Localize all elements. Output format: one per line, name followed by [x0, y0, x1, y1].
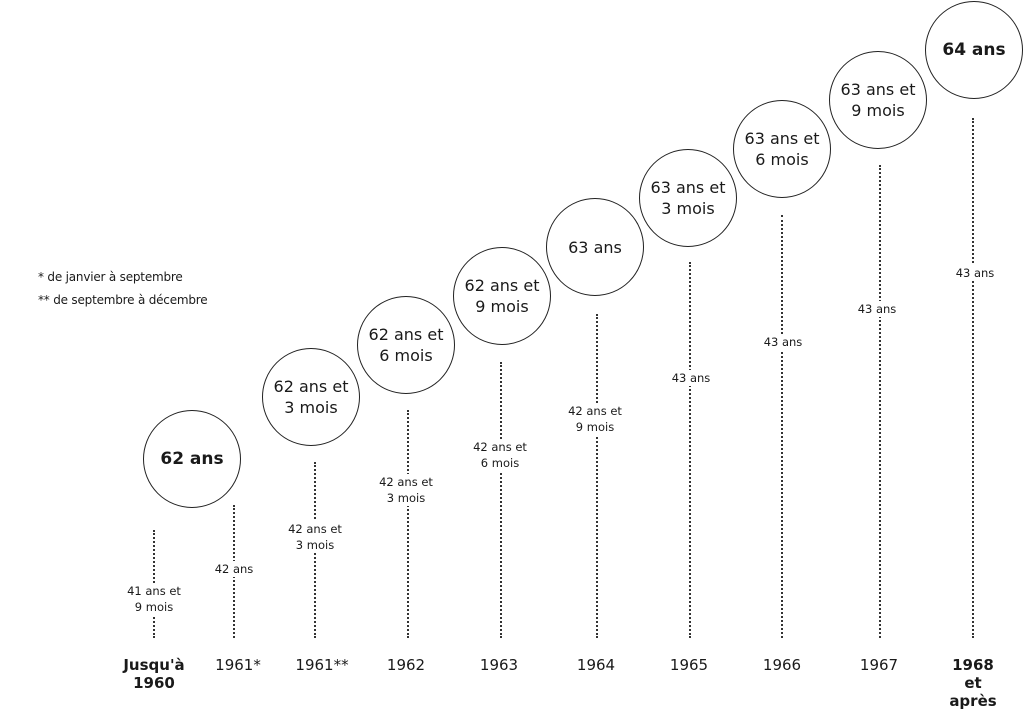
age-circle: 62 ans et 6 mois — [357, 296, 455, 394]
duration-label: 42 ans et 3 mois — [377, 474, 435, 506]
age-circle: 62 ans et 9 mois — [453, 247, 551, 345]
dotted-line — [596, 314, 598, 638]
year-label: 1961** — [295, 656, 349, 674]
age-circle: 63 ans — [546, 198, 644, 296]
year-label: 1967 — [859, 656, 899, 674]
year-label: Jusqu'à 1960 — [123, 656, 185, 692]
dotted-line — [407, 410, 409, 638]
year-label: 1964 — [576, 656, 616, 674]
year-label: 1963 — [479, 656, 519, 674]
dotted-line — [781, 215, 783, 638]
dotted-line — [689, 262, 691, 638]
duration-label: 43 ans — [953, 265, 997, 281]
dotted-line — [879, 165, 881, 638]
duration-label: 42 ans — [212, 561, 256, 577]
year-label: 1961* — [215, 656, 261, 674]
age-circle: 64 ans — [925, 1, 1023, 99]
year-label: 1965 — [669, 656, 709, 674]
duration-label: 43 ans — [855, 301, 899, 317]
dotted-line — [972, 118, 974, 638]
year-label: 1966 — [762, 656, 802, 674]
footnote-double-star: ** de septembre à décembre — [38, 293, 208, 307]
duration-label: 42 ans et 6 mois — [471, 439, 529, 471]
age-circle: 63 ans et 6 mois — [733, 100, 831, 198]
year-label: 1968 et après — [949, 656, 997, 710]
age-circle: 62 ans — [143, 410, 241, 508]
age-circle: 63 ans et 3 mois — [639, 149, 737, 247]
age-circle: 62 ans et 3 mois — [262, 348, 360, 446]
year-label: 1962 — [386, 656, 426, 674]
duration-label: 43 ans — [669, 370, 713, 386]
dotted-line — [500, 362, 502, 638]
duration-label: 41 ans et 9 mois — [125, 583, 183, 615]
age-circle: 63 ans et 9 mois — [829, 51, 927, 149]
duration-label: 42 ans et 3 mois — [286, 521, 344, 553]
duration-label: 43 ans — [761, 334, 805, 350]
duration-label: 42 ans et 9 mois — [566, 403, 624, 435]
footnote-single-star: * de janvier à septembre — [38, 270, 183, 284]
